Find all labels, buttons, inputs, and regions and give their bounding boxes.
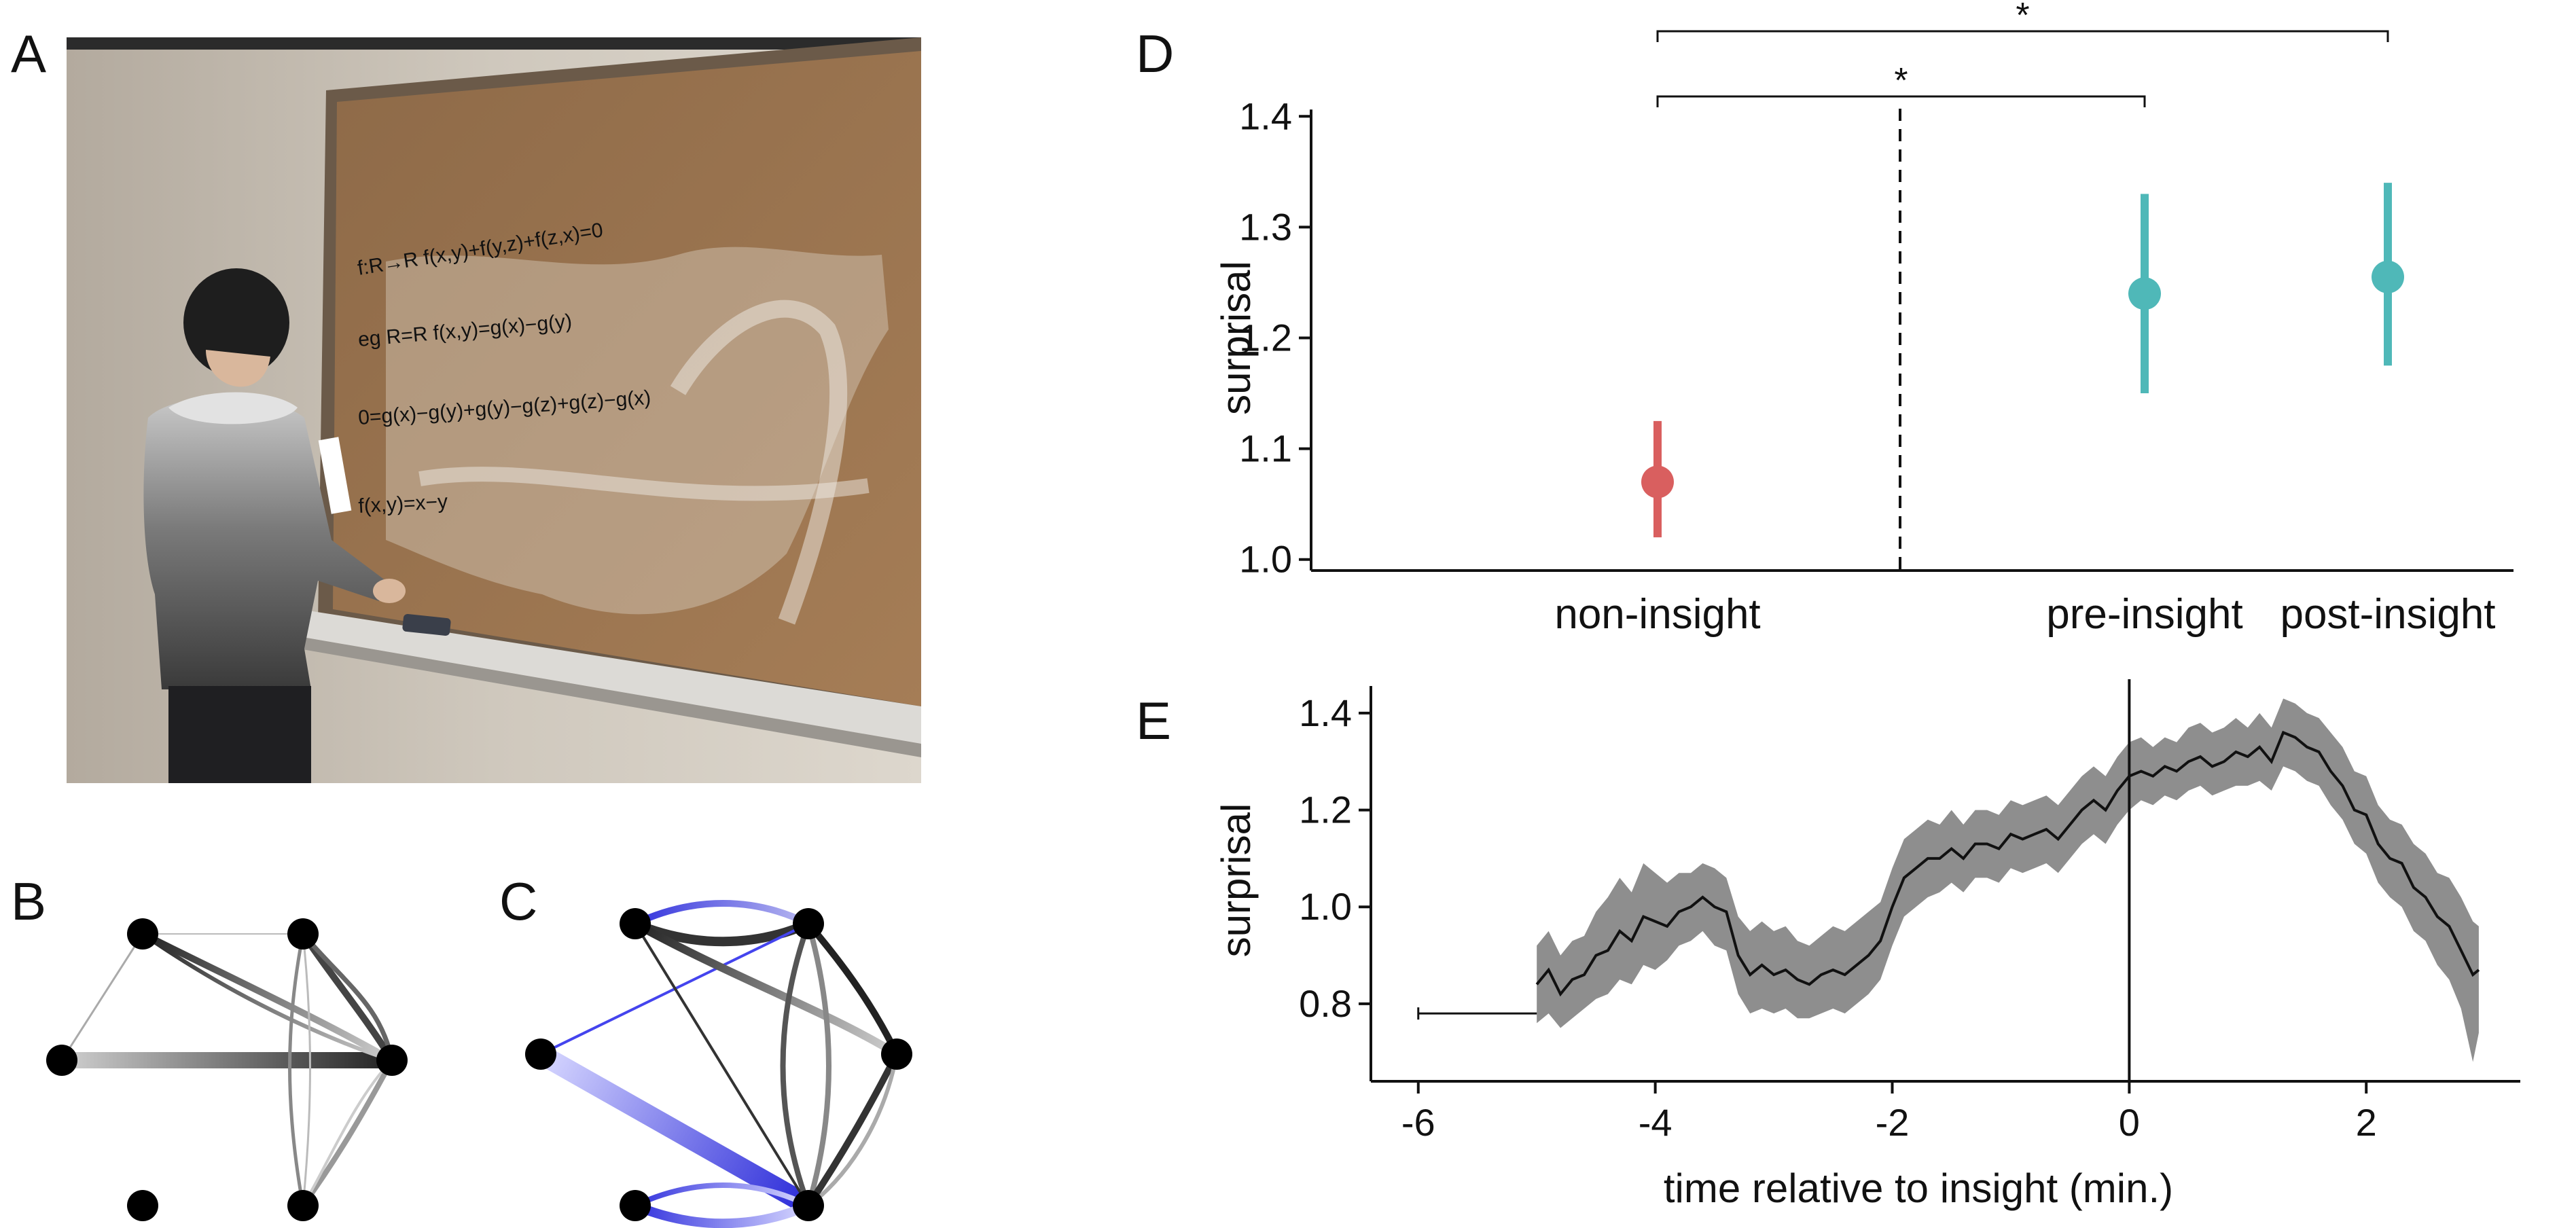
edge — [780, 922, 811, 1207]
node — [881, 1039, 912, 1070]
edge — [302, 933, 311, 1206]
network-graph-b — [46, 918, 408, 1221]
edge — [633, 900, 810, 927]
x-tick-label: pre-insight — [2046, 591, 2242, 638]
node — [620, 1190, 651, 1221]
data-point — [2128, 277, 2161, 310]
significance-star: * — [1894, 61, 1908, 101]
node — [287, 918, 319, 950]
edge — [807, 1053, 899, 1208]
edge — [301, 932, 395, 1061]
edge — [288, 933, 305, 1206]
node — [46, 1045, 77, 1076]
edge — [60, 933, 144, 1061]
y-tick-label: 1.4 — [1239, 94, 1292, 137]
x-axis-label: time relative to insight (min.) — [1664, 1166, 2173, 1211]
edge — [141, 932, 393, 1062]
edge — [300, 1059, 395, 1208]
x-tick-label: -4 — [1639, 1101, 1672, 1144]
edge — [535, 1045, 814, 1215]
mean-line — [1535, 730, 2480, 997]
significance-bracket — [1656, 30, 2389, 42]
y-tick-label: 1.2 — [1239, 317, 1292, 359]
node — [793, 1190, 824, 1221]
y-axis-label: surprisal — [1213, 261, 1259, 415]
y-tick-label: 1.3 — [1239, 205, 1292, 248]
node — [793, 908, 824, 939]
edge — [633, 920, 899, 1058]
y-tick-label: 1.0 — [1299, 885, 1352, 928]
x-tick-label: 0 — [2119, 1101, 2140, 1144]
edge — [141, 931, 394, 1064]
panel-label-e: E — [1136, 691, 1172, 751]
network-graph-c — [525, 900, 912, 1228]
chalk-smudge — [386, 247, 889, 615]
edge — [634, 922, 810, 1207]
board-line-4: f(x,y)=x−y — [358, 490, 448, 518]
significance-bracket — [1656, 95, 2146, 107]
x-tick-label: -6 — [1401, 1101, 1435, 1144]
node — [287, 1190, 319, 1221]
edge — [806, 922, 831, 1207]
panel-label-b: B — [11, 871, 47, 931]
confidence-band — [1537, 698, 2479, 1062]
network-c-edges — [535, 900, 900, 1228]
panel-label-d: D — [1136, 24, 1175, 84]
y-tick-label: 1.0 — [1239, 538, 1292, 581]
y-tick-label: 1.1 — [1239, 427, 1292, 470]
edge — [300, 932, 395, 1062]
edge — [302, 1059, 393, 1207]
data-point — [2372, 260, 2404, 293]
network-b-nodes — [46, 918, 408, 1221]
data-point — [1641, 465, 1674, 499]
edge — [634, 1182, 810, 1208]
node — [525, 1039, 556, 1070]
y-tick-label: 1.2 — [1299, 789, 1352, 831]
person-figure — [143, 268, 406, 783]
node — [376, 1045, 408, 1076]
edge — [805, 1052, 900, 1208]
x-tick-label: -2 — [1876, 1101, 1910, 1144]
node — [127, 918, 158, 950]
panel-label-a: A — [11, 24, 47, 84]
y-tick-label: 0.8 — [1299, 982, 1352, 1025]
edge — [806, 921, 900, 1056]
node — [127, 1190, 158, 1221]
x-tick-label: non-insight — [1554, 591, 1760, 638]
y-tick-label: 1.4 — [1299, 691, 1352, 734]
y-axis-label: surprisal — [1213, 803, 1259, 958]
x-tick-label: post-insight — [2280, 591, 2495, 638]
network-b-edges — [60, 931, 395, 1208]
node — [620, 908, 651, 939]
network-c-nodes — [525, 908, 912, 1221]
significance-star: * — [2016, 0, 2029, 35]
x-tick-label: 2 — [2356, 1101, 2377, 1144]
edge — [633, 1201, 810, 1228]
panel-label-c: C — [499, 871, 538, 931]
chalkboard-photo: f:R→R f(x,y)+f(y,z)+f(z,x)=0 eg R=R f(x,… — [67, 37, 921, 783]
